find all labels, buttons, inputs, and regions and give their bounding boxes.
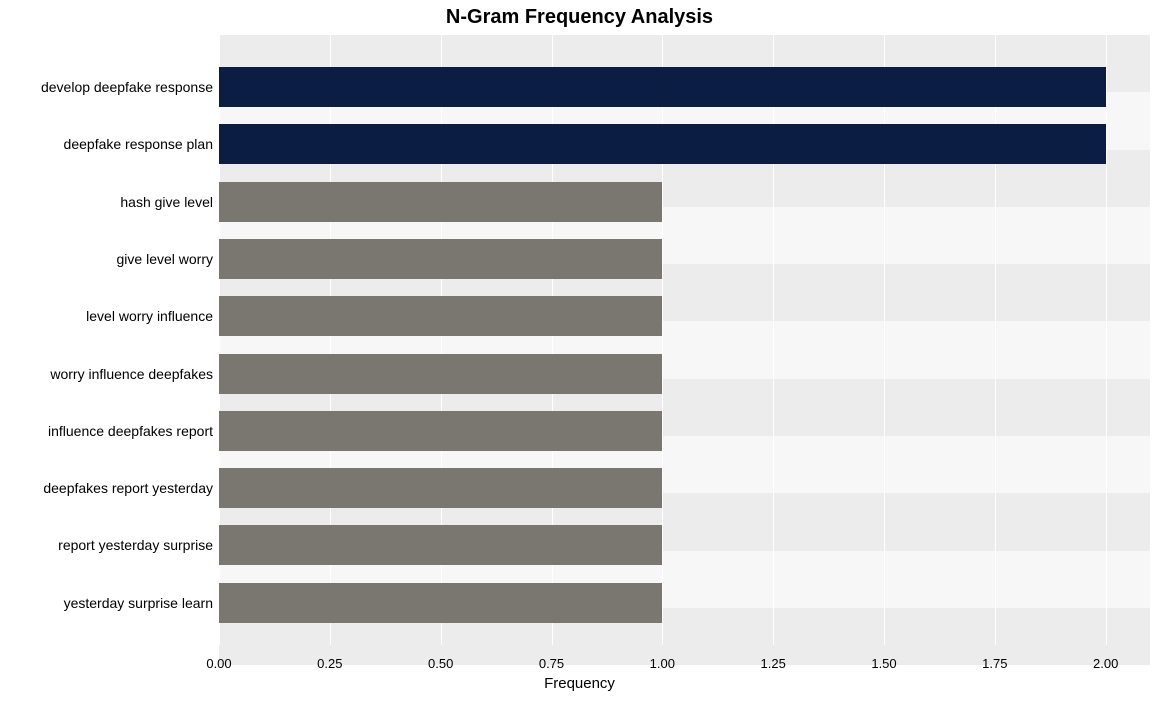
x-tick-label: 1.25 bbox=[761, 656, 786, 671]
x-axis-label: Frequency bbox=[0, 675, 1159, 692]
x-tick-label: 2.00 bbox=[1093, 656, 1118, 671]
x-tick-label: 0.25 bbox=[317, 656, 342, 671]
x-tick-label: 1.00 bbox=[650, 656, 675, 671]
y-tick-label: deepfakes report yesterday bbox=[43, 481, 213, 495]
bar bbox=[219, 583, 662, 623]
bar bbox=[219, 468, 662, 508]
x-tick-label: 1.75 bbox=[982, 656, 1007, 671]
y-tick-label: deepfake response plan bbox=[64, 137, 213, 151]
x-tick-label: 0.50 bbox=[428, 656, 453, 671]
bar bbox=[219, 354, 662, 394]
y-tick-label: report yesterday surprise bbox=[58, 538, 213, 552]
y-tick-label: give level worry bbox=[117, 252, 213, 266]
y-tick-label: develop deepfake response bbox=[41, 80, 213, 94]
bar bbox=[219, 525, 662, 565]
bar bbox=[219, 411, 662, 451]
plot-area bbox=[219, 35, 1150, 645]
chart-title: N-Gram Frequency Analysis bbox=[0, 6, 1159, 29]
y-tick-label: influence deepfakes report bbox=[48, 424, 213, 438]
bar bbox=[219, 67, 1106, 107]
gridline bbox=[1106, 35, 1107, 645]
bar bbox=[219, 296, 662, 336]
bar bbox=[219, 239, 662, 279]
x-tick-label: 0.75 bbox=[539, 656, 564, 671]
y-tick-label: yesterday surprise learn bbox=[64, 596, 213, 610]
y-tick-label: level worry influence bbox=[86, 309, 213, 323]
bar bbox=[219, 182, 662, 222]
y-tick-label: hash give level bbox=[120, 195, 213, 209]
ngram-bar-chart: N-Gram Frequency Analysis Frequency 0.00… bbox=[0, 0, 1159, 701]
bar bbox=[219, 124, 1106, 164]
y-tick-label: worry influence deepfakes bbox=[50, 367, 213, 381]
x-tick-label: 0.00 bbox=[206, 656, 231, 671]
x-tick-label: 1.50 bbox=[871, 656, 896, 671]
